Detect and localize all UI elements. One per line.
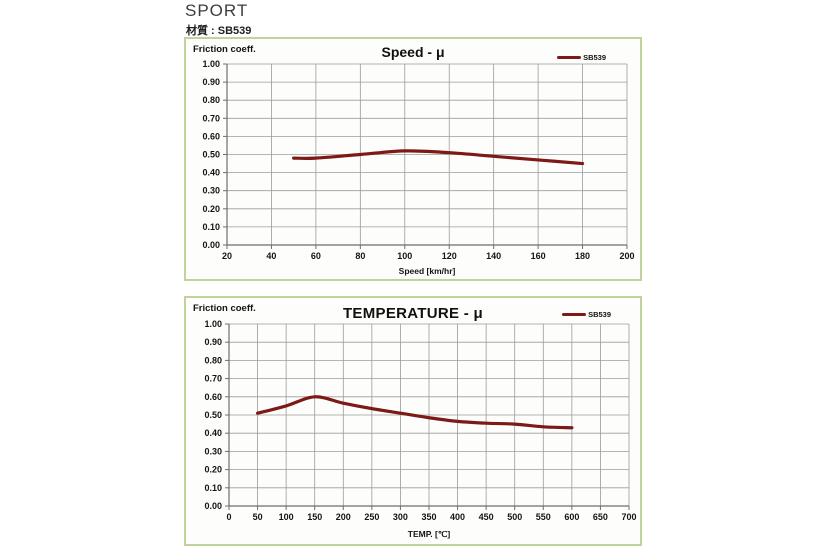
svg-text:200: 200 [619, 251, 634, 261]
speed-plot-area: 0.00 0.10 0.20 0.30 0.40 0.50 0.60 0.70 0.80 0.90… [202, 59, 634, 261]
y-axis-title: Friction coeff. [193, 303, 256, 314]
legend: SB539 [557, 53, 606, 62]
svg-text:0.80: 0.80 [202, 95, 220, 105]
svg-text:0.00: 0.00 [204, 501, 222, 511]
svg-text:0.10: 0.10 [202, 222, 220, 232]
legend-line-swatch [557, 55, 582, 60]
svg-text:550: 550 [536, 512, 551, 522]
legend-label: SB539 [588, 310, 611, 319]
x-axis-title: Speed [km/hr] [398, 266, 456, 276]
chart-title: TEMPERATURE - μ [342, 305, 484, 322]
svg-text:200: 200 [336, 512, 351, 522]
legend-line-swatch [562, 312, 587, 317]
svg-text:250: 250 [364, 512, 379, 522]
svg-text:0.80: 0.80 [204, 355, 222, 365]
svg-text:0.30: 0.30 [202, 186, 220, 196]
chart-title: Speed - μ [381, 44, 445, 60]
svg-text:0.50: 0.50 [204, 410, 222, 420]
svg-text:0.90: 0.90 [202, 77, 220, 87]
temperature-plot-area: 0.00 0.10 0.20 0.30 0.40 0.50 0.60 0.70 0.80 0.90… [204, 319, 636, 522]
svg-text:350: 350 [421, 512, 436, 522]
svg-text:0.60: 0.60 [202, 131, 220, 141]
svg-text:60: 60 [311, 251, 321, 261]
x-axis-title: TEMP. [℃] [407, 529, 451, 539]
svg-text:50: 50 [253, 512, 263, 522]
svg-text:20: 20 [222, 251, 232, 261]
svg-text:300: 300 [393, 512, 408, 522]
svg-text:700: 700 [621, 512, 636, 522]
svg-text:160: 160 [531, 251, 546, 261]
svg-text:0.40: 0.40 [204, 428, 222, 438]
svg-text:100: 100 [397, 251, 412, 261]
svg-text:650: 650 [593, 512, 608, 522]
svg-text:0.50: 0.50 [202, 150, 220, 160]
svg-text:0.90: 0.90 [204, 337, 222, 347]
svg-text:0.00: 0.00 [202, 240, 220, 250]
svg-text:0.20: 0.20 [204, 465, 222, 475]
svg-text:40: 40 [266, 251, 276, 261]
svg-text:0.20: 0.20 [202, 204, 220, 214]
temperature-chart-box: Friction coeff. TEMPERATURE - μ SB539 0.… [184, 296, 642, 546]
svg-text:600: 600 [564, 512, 579, 522]
page-title: SPORT [185, 1, 249, 20]
svg-text:80: 80 [355, 251, 365, 261]
svg-text:0.30: 0.30 [204, 446, 222, 456]
svg-text:0: 0 [226, 512, 231, 522]
svg-text:0.70: 0.70 [204, 374, 222, 384]
svg-text:0.60: 0.60 [204, 392, 222, 402]
svg-text:120: 120 [442, 251, 457, 261]
svg-text:140: 140 [486, 251, 501, 261]
legend: SB539 [562, 310, 611, 319]
svg-text:150: 150 [307, 512, 322, 522]
svg-text:0.10: 0.10 [204, 483, 222, 493]
svg-text:180: 180 [575, 251, 590, 261]
svg-text:0.40: 0.40 [202, 168, 220, 178]
svg-text:0.70: 0.70 [202, 113, 220, 123]
svg-text:100: 100 [279, 512, 294, 522]
svg-text:400: 400 [450, 512, 465, 522]
y-axis-title: Friction coeff. [193, 44, 256, 55]
material-label: 材質 : SB539 [186, 25, 252, 37]
svg-text:1.00: 1.00 [202, 59, 220, 69]
speed-chart-box: Friction coeff. Speed - μ SB539 0.00 0.10… [184, 37, 642, 281]
svg-text:450: 450 [479, 512, 494, 522]
legend-label: SB539 [583, 53, 606, 62]
svg-text:500: 500 [507, 512, 522, 522]
svg-text:1.00: 1.00 [204, 319, 222, 329]
